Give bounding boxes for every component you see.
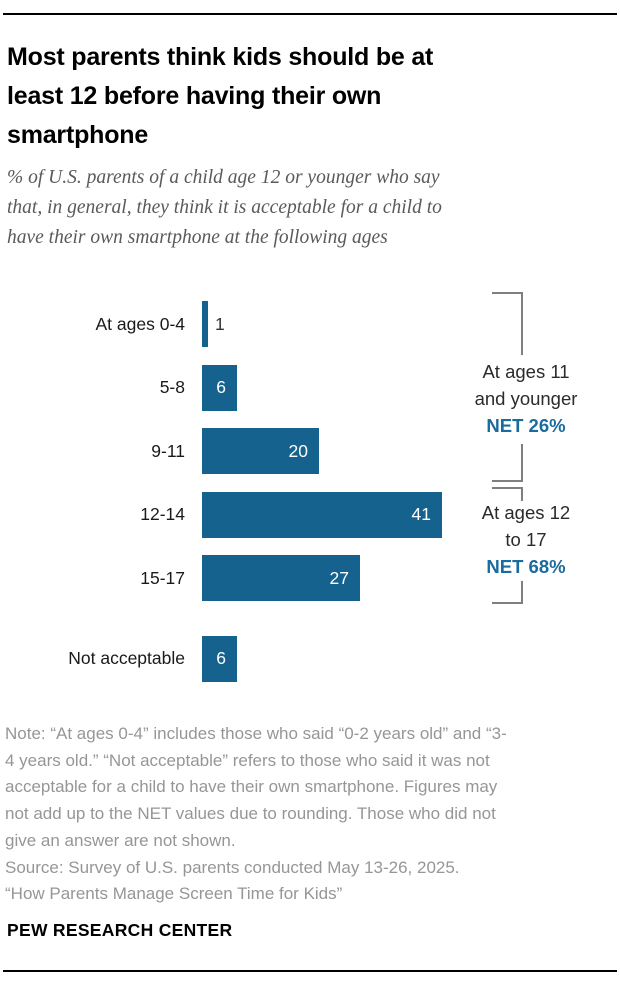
page-title-line: smartphone <box>7 121 149 149</box>
bar-track: 20 <box>194 428 620 474</box>
bar-row-ages-12-14: 12-14 41 <box>0 491 620 538</box>
category-label: 5-8 <box>159 377 185 397</box>
category-label: 9-11 <box>151 440 185 461</box>
bar-ages-5-8: 6 <box>202 364 237 411</box>
bar-track: 1 <box>194 301 620 347</box>
chart-subtitle-line: % of U.S. parents of a child age 12 or y… <box>7 167 440 188</box>
bar-row-ages-5-8: 5-8 6 <box>0 364 620 411</box>
note-line: not add up to the NET values due to roun… <box>5 804 496 824</box>
bar-track: 6 <box>194 364 620 411</box>
category-label: 12-14 <box>140 504 185 524</box>
note-line: acceptable for a child to have their own… <box>5 777 498 797</box>
bar-row-ages-0-4: At ages 0-4 1 <box>0 301 620 347</box>
bottom-divider <box>3 970 617 972</box>
bar-ages-0-4 <box>202 301 208 347</box>
bracket-label-line: At ages 12 <box>481 502 571 523</box>
bracket-net68-top-line <box>492 487 523 501</box>
category-label: 15-17 <box>140 567 185 588</box>
bracket-label-line: At ages 11 <box>482 361 570 382</box>
note-line: 4 years old.” “Not acceptable” refers to… <box>5 750 490 770</box>
bracket-net68-label: At ages 12 to 17 NET 68% <box>454 499 598 580</box>
chart-subtitle-line: have their own smartphone at the followi… <box>7 227 388 248</box>
bracket-net26-bottom-line <box>492 444 523 482</box>
bar-ages-12-14: 41 <box>202 491 442 538</box>
bar-value-label: 41 <box>411 504 431 524</box>
bar-not-acceptable: 6 <box>202 635 237 682</box>
source-line: Source: Survey of U.S. parents conducted… <box>5 857 460 877</box>
net-value-label: NET 26% <box>486 415 566 436</box>
bar-chart: At ages 0-4 1 5-8 6 9-11 20 12-14 41 <box>0 301 620 699</box>
category-label: Not acceptable <box>68 648 185 668</box>
page-title: Most parents think kids should be at lea… <box>7 38 611 155</box>
bar-row-ages-15-17: 15-17 27 <box>0 555 620 601</box>
top-divider <box>3 13 617 15</box>
bar-row-ages-9-11: 9-11 20 <box>0 428 620 474</box>
category-label: At ages 0-4 <box>95 313 186 334</box>
bar-value-label: 1 <box>215 313 225 334</box>
bracket-net68-bottom-line <box>492 581 523 604</box>
page-title-line: least 12 before having their own <box>7 82 382 110</box>
net-value-label: NET 68% <box>486 556 566 577</box>
chart-subtitle: % of U.S. parents of a child age 12 or y… <box>7 163 607 253</box>
bar-ages-15-17: 27 <box>202 555 360 601</box>
bracket-net26-label: At ages 11 and younger NET 26% <box>454 358 598 439</box>
report-title-line: “How Parents Manage Screen Time for Kids… <box>5 884 343 904</box>
bar-track: 41 <box>194 491 620 538</box>
bar-value-label: 6 <box>216 648 226 668</box>
bar-row-not-acceptable: Not acceptable 6 <box>0 635 620 682</box>
page-title-line: Most parents think kids should be at <box>7 43 434 71</box>
bar-track: 6 <box>194 635 620 682</box>
bar-ages-9-11: 20 <box>202 428 319 474</box>
bracket-net26-top-line <box>492 292 523 355</box>
pew-research-center-wordmark: PEW RESEARCH CENTER <box>7 920 233 940</box>
chart-subtitle-line: that, in general, they think it is accep… <box>7 197 442 218</box>
note-line: give an answer are not shown. <box>5 830 236 850</box>
footnote-block: Note: “At ages 0-4” includes those who s… <box>5 721 615 908</box>
bar-value-label: 6 <box>216 377 226 397</box>
bar-value-label: 20 <box>288 440 308 461</box>
bracket-label-line: to 17 <box>505 529 547 550</box>
bracket-label-line: and younger <box>474 388 578 409</box>
bar-track: 27 <box>194 555 620 601</box>
bar-value-label: 27 <box>329 567 349 588</box>
note-line: Note: “At ages 0-4” includes those who s… <box>5 724 507 743</box>
